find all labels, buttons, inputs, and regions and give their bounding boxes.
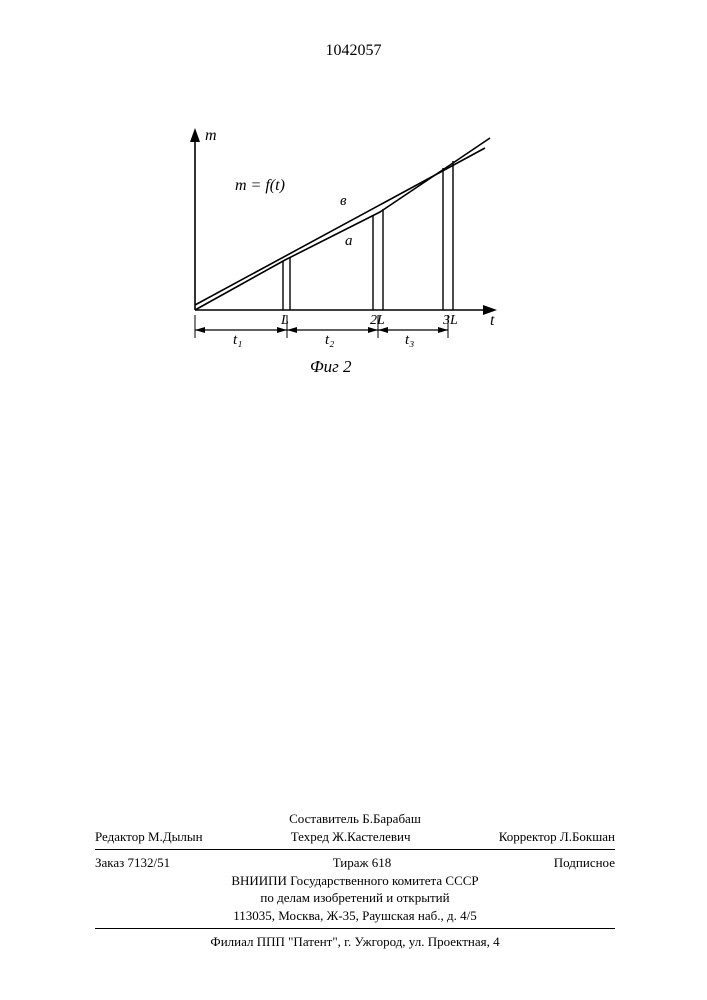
- footer-org-2: по делам изобретений и открытий: [95, 889, 615, 907]
- footer-org-1: ВНИИПИ Государственного комитета СССР: [95, 872, 615, 890]
- y-axis-arrow: [190, 128, 200, 142]
- footer-address: 113035, Москва, Ж-35, Раушская наб., д. …: [95, 907, 615, 925]
- y-axis-label: m: [205, 127, 217, 144]
- footer-tirazh: Тираж 618: [333, 854, 392, 872]
- seg2-label: t₂: [325, 332, 334, 348]
- line-a-ext: [450, 138, 490, 165]
- footer-credits-row: Редактор М.Дылын Техред Ж.Кастелевич Кор…: [95, 828, 615, 846]
- footer-editor: Редактор М.Дылын: [95, 828, 203, 846]
- footer-compiler: Составитель Б.Барабаш: [95, 810, 615, 828]
- chart-figure: m t m = f(t) в a L 2L 3L t₁ t₂ t₃ Фиг 2: [155, 120, 525, 380]
- footer-order-row: Заказ 7132/51 Тираж 618 Подписное: [95, 854, 615, 872]
- x-axis-label: t: [490, 312, 495, 329]
- seg1-arrow-l: [195, 327, 205, 333]
- page-number: 1042057: [0, 42, 707, 60]
- footer-divider-1: [95, 849, 615, 850]
- footer-order: Заказ 7132/51: [95, 854, 170, 872]
- line-a-label: a: [345, 233, 353, 249]
- xtick-1: L: [280, 313, 289, 328]
- footer-branch: Филиал ППП "Патент", г. Ужгород, ул. Про…: [95, 933, 615, 951]
- footer-techred: Техред Ж.Кастелевич: [291, 828, 411, 846]
- chart-svg: m t m = f(t) в a L 2L 3L t₁ t₂ t₃ Фиг 2: [155, 120, 525, 380]
- xtick-3: 3L: [442, 313, 458, 328]
- footer-corrector: Корректор Л.Бокшан: [499, 828, 615, 846]
- figure-caption: Фиг 2: [310, 357, 352, 376]
- seg1-label: t₁: [233, 332, 242, 348]
- footer-block: Составитель Б.Барабаш Редактор М.Дылын Т…: [95, 810, 615, 951]
- seg3-label: t₃: [405, 332, 414, 348]
- footer-divider-2: [95, 928, 615, 929]
- footer-subscription: Подписное: [554, 854, 615, 872]
- line-b-label: в: [340, 193, 347, 209]
- equation-label: m = f(t): [235, 177, 285, 194]
